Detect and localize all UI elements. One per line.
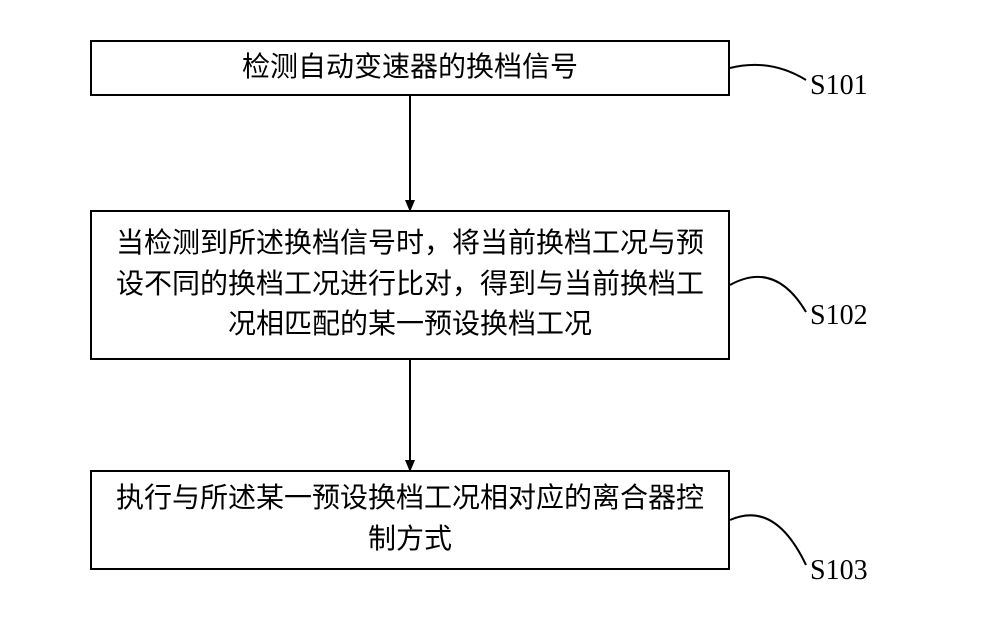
step-label-text: S101: [810, 70, 868, 101]
step-label-s103: S103: [810, 555, 868, 587]
flowchart-canvas: 检测自动变速器的换档信号 当检测到所述换档信号时，将当前换档工况与预设不同的换档…: [0, 0, 1000, 640]
label-connector: [730, 277, 806, 312]
label-connector: [730, 65, 806, 80]
step-label-text: S102: [810, 300, 868, 331]
flow-node-compare-condition: 当检测到所述换档信号时，将当前换档工况与预设不同的换档工况进行比对，得到与当前换…: [90, 210, 730, 360]
flow-node-text: 检测自动变速器的换档信号: [242, 48, 578, 89]
step-label-text: S103: [810, 555, 868, 586]
flow-node-text: 执行与所述某一预设换档工况相对应的离合器控制方式: [104, 479, 716, 560]
step-label-s102: S102: [810, 300, 868, 332]
flow-node-execute-control: 执行与所述某一预设换档工况相对应的离合器控制方式: [90, 470, 730, 570]
step-label-s101: S101: [810, 70, 868, 102]
flow-node-detect-signal: 检测自动变速器的换档信号: [90, 40, 730, 96]
label-connector: [730, 515, 806, 565]
flow-node-text: 当检测到所述换档信号时，将当前换档工况与预设不同的换档工况进行比对，得到与当前换…: [104, 224, 716, 346]
